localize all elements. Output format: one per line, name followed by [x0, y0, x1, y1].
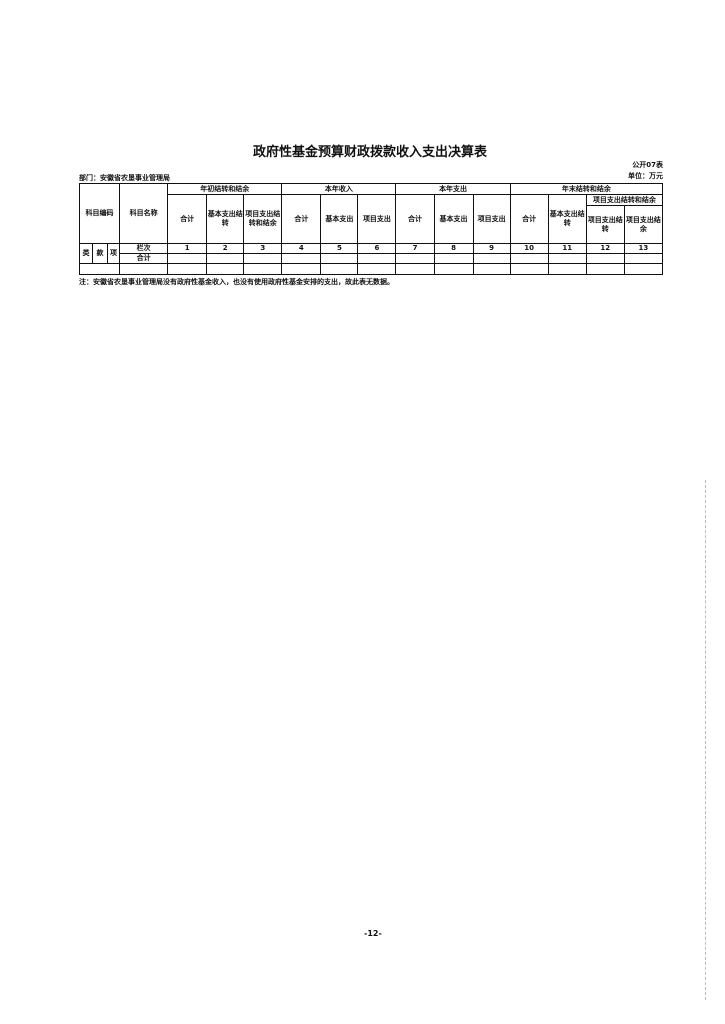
page-number: -12- — [364, 929, 382, 938]
table-row-column-numbers: 类 款 项 栏次 1 2 3 4 5 6 7 8 9 10 11 12 13 — [78, 243, 664, 264]
header-project-carry-balance: 项目支出结转和结余 — [243, 194, 283, 244]
column-number: 1 — [167, 243, 208, 254]
header-total: 合计 — [281, 194, 322, 244]
table-row-empty — [78, 263, 664, 275]
scan-edge-line — [705, 480, 706, 1000]
total-row-label: 合计 — [119, 253, 169, 264]
column-number: 2 — [206, 243, 245, 254]
column-number: 8 — [433, 243, 474, 254]
header-income: 本年收入 — [281, 183, 397, 195]
header-total: 合计 — [395, 194, 435, 244]
page-title: 政府性基金预算财政拨款收入支出决算表 — [252, 145, 487, 160]
fund-table: 科目编码 科目名称 年初结转和结余 本年收入 本年支出 年末结转和结余 合计 基… — [78, 183, 664, 275]
column-number: 3 — [243, 243, 283, 254]
column-number: 9 — [472, 243, 511, 254]
header-basic: 基本支出 — [433, 194, 474, 244]
column-number: 6 — [357, 243, 397, 254]
header-basic-carry: 基本支出结转 — [547, 194, 587, 244]
header-basic: 基本支出 — [320, 194, 359, 244]
table-note: 注：安徽省农垦事业管理局没有政府性基金收入，也没有使用政府性基金安排的支出，故此… — [79, 278, 394, 286]
table-row-total: 合计 — [80, 253, 664, 264]
header-project-balance: 项目支出结余 — [623, 205, 664, 244]
column-number: 11 — [547, 243, 587, 254]
header-xiang: 项 — [107, 243, 121, 264]
header-total: 合计 — [167, 194, 208, 244]
column-number: 4 — [281, 243, 322, 254]
header-project-carry: 项目支出结转 — [585, 205, 625, 244]
unit-label: 单位：万元 — [628, 172, 663, 180]
column-number: 10 — [509, 243, 549, 254]
column-number: 5 — [320, 243, 359, 254]
header-project-ending: 项目支出结转和结余 — [585, 194, 664, 206]
column-row-label: 栏次 — [119, 243, 169, 254]
header-lei: 类 — [78, 243, 94, 264]
table-code: 公开07表 — [632, 161, 663, 169]
header-kuan: 款 — [92, 243, 109, 264]
column-number: 13 — [623, 243, 664, 254]
header-subject-name: 科目名称 — [119, 183, 169, 244]
header-basic-carry: 基本支出结转 — [206, 194, 245, 244]
header-project: 项目支出 — [472, 194, 511, 244]
header-ending: 年末结转和结余 — [509, 183, 664, 195]
header-beginning: 年初结转和结余 — [167, 183, 283, 195]
header-subject-code: 科目编码 — [78, 183, 121, 244]
column-number: 7 — [395, 243, 435, 254]
header-expense: 本年支出 — [395, 183, 511, 195]
column-number: 12 — [585, 243, 625, 254]
department-label: 部门：安徽省农垦事业管理局 — [79, 174, 170, 182]
header-project: 项目支出 — [357, 194, 397, 244]
header-total: 合计 — [509, 194, 549, 244]
